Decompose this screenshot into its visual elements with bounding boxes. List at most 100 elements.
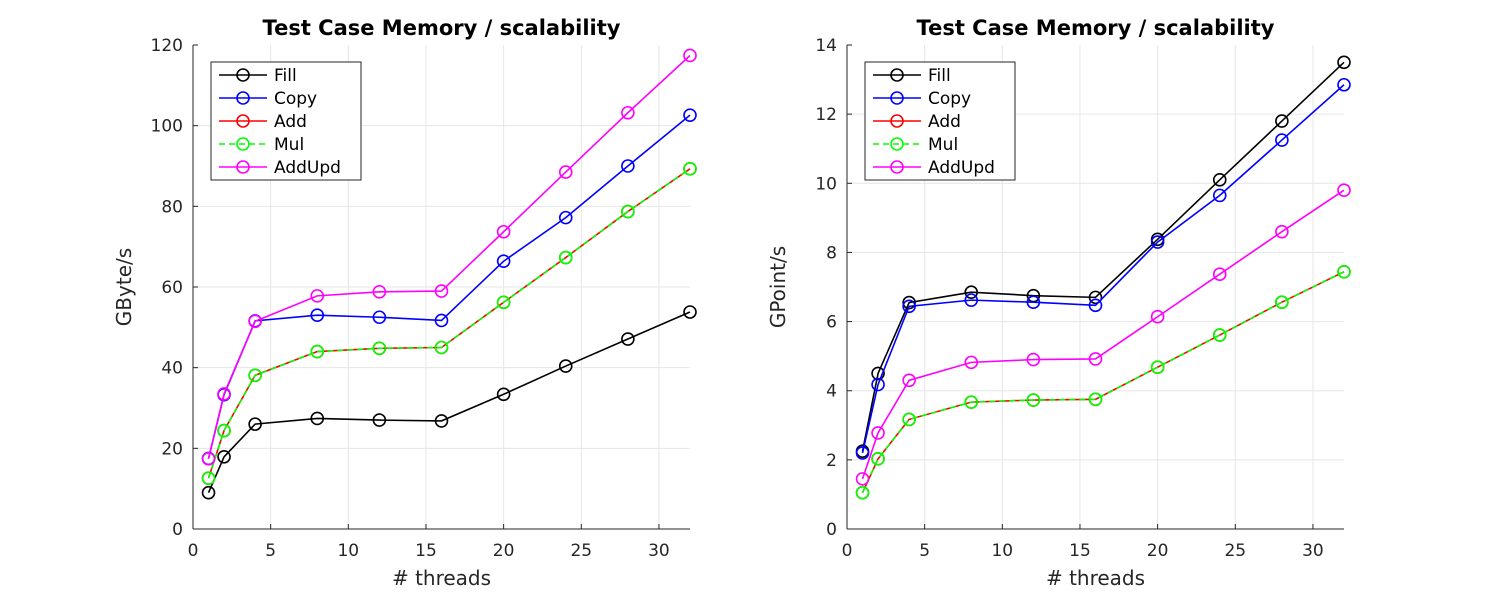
legend-marker [236, 91, 250, 105]
data-point [871, 452, 885, 466]
y-tick-label: 40 [161, 359, 183, 379]
series-line [861, 271, 1345, 494]
data-point [434, 284, 449, 298]
data-point [217, 450, 231, 464]
data-point [1088, 392, 1103, 407]
x-tick-label: 30 [648, 541, 670, 561]
data-point [964, 285, 979, 299]
x-tick-label: 15 [1069, 541, 1091, 561]
data-point [201, 471, 216, 485]
data-point [855, 485, 870, 500]
x-tick-label: 20 [493, 541, 515, 561]
series-line [861, 189, 1345, 480]
legend-marker [236, 68, 250, 82]
series-mul [855, 264, 1351, 500]
data-point [1212, 188, 1227, 203]
series-line [861, 84, 1345, 454]
data-point [434, 414, 449, 428]
series-line [207, 54, 691, 460]
data-point [1026, 352, 1041, 367]
data-point [201, 452, 216, 466]
data-point [1275, 114, 1289, 128]
legend-entry-fill: Fill [873, 66, 951, 86]
chart-title: Test Case Memory / scalability [263, 16, 621, 40]
series-line [207, 168, 691, 479]
data-point [1337, 55, 1351, 70]
data-point [496, 254, 511, 268]
data-point [558, 250, 573, 265]
x-tick-label: 10 [337, 541, 359, 561]
data-point [496, 387, 511, 402]
legend-entry-mul: Mul [873, 135, 958, 155]
legend-entry-addupd: AddUpd [219, 158, 341, 178]
series-fill [855, 55, 1351, 459]
legend-label: Copy [274, 89, 317, 109]
x-axis-label: # threads [392, 566, 491, 590]
legend-label: AddUpd [928, 158, 995, 178]
series-addupd [201, 48, 697, 466]
data-point [871, 366, 885, 381]
legend-entry-fill: Fill [219, 66, 297, 86]
y-tick-label: 6 [826, 313, 837, 333]
x-tick-label: 0 [188, 541, 199, 561]
data-point [248, 368, 262, 383]
legend-entry-addupd: AddUpd [873, 158, 995, 178]
legend-label: Fill [928, 66, 951, 86]
data-point [372, 413, 387, 427]
y-tick-label: 4 [826, 382, 837, 402]
legend-marker [890, 160, 904, 174]
legend-entry-mul: Mul [219, 135, 304, 155]
y-axis-label: GByte/s [112, 248, 136, 326]
data-point [1275, 295, 1289, 310]
x-tick-label: 25 [1224, 541, 1246, 561]
data-point [1088, 290, 1103, 305]
legend-marker [890, 137, 904, 151]
data-point [310, 411, 325, 426]
y-tick-label: 8 [826, 243, 837, 263]
y-tick-label: 0 [826, 520, 837, 540]
data-point [1212, 328, 1227, 342]
data-point [558, 359, 573, 373]
x-tick-label: 0 [842, 541, 853, 561]
series-line [207, 311, 691, 494]
series-line [861, 61, 1345, 452]
data-point [871, 377, 885, 392]
y-tick-label: 120 [151, 36, 183, 56]
data-point [372, 285, 387, 299]
legend: Fill Copy Add Mul AddUpd [864, 61, 1016, 181]
data-point [1337, 264, 1351, 279]
legend-marker [236, 114, 250, 128]
data-point [1150, 235, 1165, 249]
data-point [201, 485, 216, 500]
data-point [217, 423, 231, 438]
legend-label: Mul [274, 135, 304, 155]
chart-1: 0 5 10 15 20 25 30 0 20 40 60 80 100 120 Test Case Mem… [112, 16, 697, 590]
data-point [621, 105, 635, 120]
data-point [902, 295, 916, 310]
data-point [1088, 298, 1103, 313]
data-point [683, 305, 697, 319]
x-tick-label: 30 [1302, 541, 1324, 561]
y-tick-label: 20 [161, 439, 183, 459]
chart-title: Test Case Memory / scalability [917, 16, 1275, 40]
data-point [434, 340, 449, 355]
series-fill [201, 305, 697, 500]
x-tick-label: 20 [1147, 541, 1169, 561]
x-tick-label: 5 [265, 541, 276, 561]
data-point [855, 446, 870, 460]
legend-entry-add: Add [873, 112, 961, 132]
data-point [1275, 224, 1289, 239]
y-axis-label: GPoint/s [766, 246, 790, 328]
data-point [372, 341, 387, 356]
data-point [683, 162, 697, 176]
legend-label: Fill [274, 66, 297, 86]
y-tick-label: 60 [161, 278, 183, 298]
data-point [434, 313, 449, 328]
data-point [964, 395, 979, 409]
legend-label: Add [928, 112, 961, 132]
x-axis-label: # threads [1046, 566, 1145, 590]
legend-marker [236, 137, 250, 151]
x-tick-label: 15 [415, 541, 437, 561]
legend-label: Mul [928, 135, 958, 155]
data-point [902, 373, 916, 388]
